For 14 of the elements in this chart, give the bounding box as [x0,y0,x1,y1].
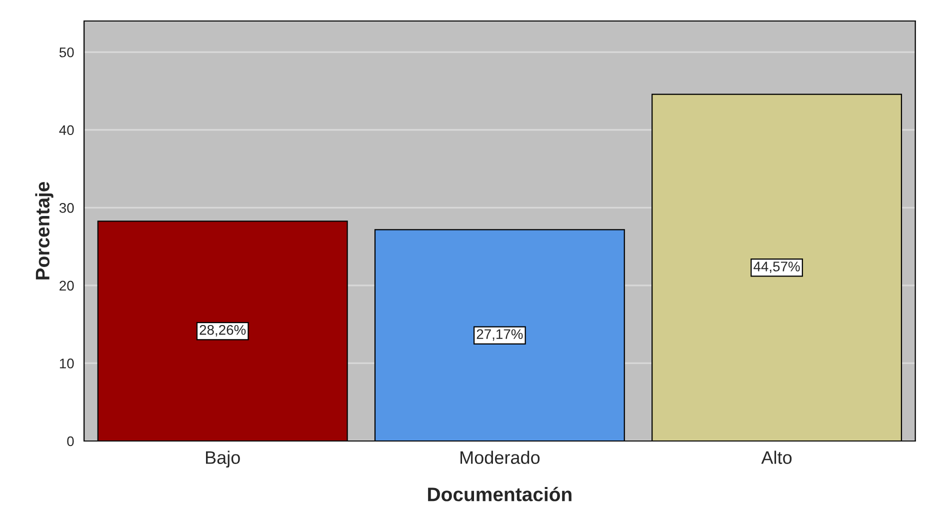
y-tick-label: 20 [60,280,74,291]
data-label: 27,17% [476,329,523,341]
data-label: 44,57% [754,262,800,274]
data-label: 28,26% [200,324,246,336]
y-tick-label: 50 [59,47,74,58]
y-tick-label: 0 [67,436,74,446]
x-tick-label: Bajo [206,450,240,468]
y-tick-label: 40 [59,125,74,136]
y-axis-title: Porcentaje [35,182,54,280]
x-axis-title: Documentación [428,486,572,502]
x-tick-label: Alto [761,450,792,464]
y-tick-label: 30 [59,203,74,213]
x-tick-label: Moderado [460,450,540,464]
y-tick-label: 10 [60,358,74,368]
